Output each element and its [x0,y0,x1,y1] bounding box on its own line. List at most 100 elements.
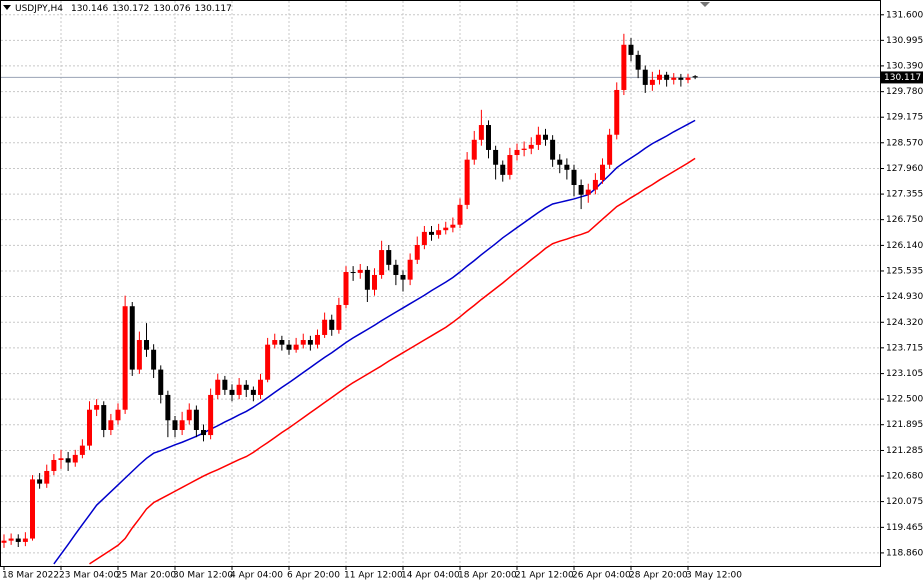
y-tick-label: 129.780 [886,87,923,97]
x-tick-label: 14 Apr 04:00 [401,571,460,581]
x-tick-label: 23 Mar 04:00 [59,571,119,581]
candle-body [94,405,100,410]
y-tick-label: 123.715 [886,343,923,353]
y-tick-label: 119.465 [886,523,923,533]
moving-average [89,157,696,565]
candle-body [514,149,520,156]
candle-body [222,379,228,390]
candle-body [578,185,584,195]
candle-body [478,125,484,140]
candle-body [407,259,413,280]
candle-body [607,134,613,165]
y-tick-label: 124.320 [886,318,923,328]
candle-body [186,409,192,421]
x-tick-label: 21 Apr 12:00 [515,571,574,581]
candle-body [265,344,271,380]
candle-body [165,394,171,421]
y-tick-label: 127.355 [886,190,923,200]
candle-body [8,538,14,541]
candle-body [30,479,35,539]
candle-body [564,164,570,170]
candle-body [293,344,299,350]
x-tick-label: 30 Mar 12:00 [173,571,233,581]
candle-body [15,538,21,542]
candle-body [521,148,527,150]
y-tick-label: 118.860 [886,548,923,558]
candle-body [129,306,135,370]
candle-body [550,139,556,160]
candle-body [136,340,142,370]
candle-body [286,344,292,350]
candle-body [300,340,306,345]
candle-body [343,272,349,305]
shift-marker [700,2,710,7]
candle-body [571,169,577,186]
candle-body [172,420,178,430]
candle-body [678,77,684,80]
y-tick-label: 126.750 [886,215,923,225]
x-tick-label: 26 Apr 04:00 [572,571,631,581]
candle-body [22,538,28,542]
candle-body [414,244,420,260]
candle-body [158,369,164,395]
candle-body [429,231,434,235]
candle-body [236,384,242,395]
candle-body [493,149,499,165]
candle-body [37,479,43,484]
x-tick-label: 6 Apr 20:00 [287,571,340,581]
candle-body [357,269,363,273]
candle-body [122,306,128,410]
candle-body [528,144,534,149]
candle-body [250,389,256,395]
candle-body [635,54,641,70]
candle-body [386,250,392,265]
candle-body [585,189,591,195]
plot-border [0,0,881,567]
header-value: 130.146 [71,4,108,14]
candle-body [364,269,370,290]
header-arrow [3,5,11,10]
candle-body [621,44,627,90]
price-label: 130.117 [884,73,921,83]
candle-body [507,155,513,175]
candle-body [471,139,477,160]
y-tick-label: 127.960 [886,164,923,174]
candle-body [65,458,71,463]
candle-body [1,540,7,543]
candle-body [592,179,598,190]
y-tick-label: 120.680 [886,472,923,482]
x-tick-label: 11 Apr 12:00 [344,571,403,581]
candle-body [642,69,648,85]
candle-body [72,454,78,463]
header-value: 130.076 [153,4,190,14]
candle-body [215,379,221,395]
candle-body [486,125,491,150]
candle-body [79,445,85,455]
candle-body [614,89,620,135]
candle-body [44,470,50,484]
candle-body [692,76,698,78]
y-tick-label: 128.570 [886,138,923,148]
x-tick-label: 4 Apr 04:00 [230,571,283,581]
header-value: 130.172 [112,4,149,14]
candle-body [115,409,121,421]
x-tick-label: 3 May 12:00 [686,571,742,581]
candle-body [664,74,670,80]
candle-body [51,459,57,471]
candle-body [535,134,541,145]
candle-body [421,231,427,245]
candle-body [379,250,385,275]
candle-body [657,74,662,80]
header-symbol: USDJPY,H4 [15,4,63,14]
y-tick-label: 130.390 [886,61,923,71]
y-tick-label: 125.535 [886,266,923,276]
y-tick-label: 131.600 [886,10,923,20]
y-tick-label: 123.105 [886,369,923,379]
candle-body [436,230,442,235]
candle-body [464,159,470,205]
grid [1,1,880,566]
candle-body [336,304,342,330]
y-tick-label: 124.930 [886,292,923,302]
candle-body [258,379,263,395]
